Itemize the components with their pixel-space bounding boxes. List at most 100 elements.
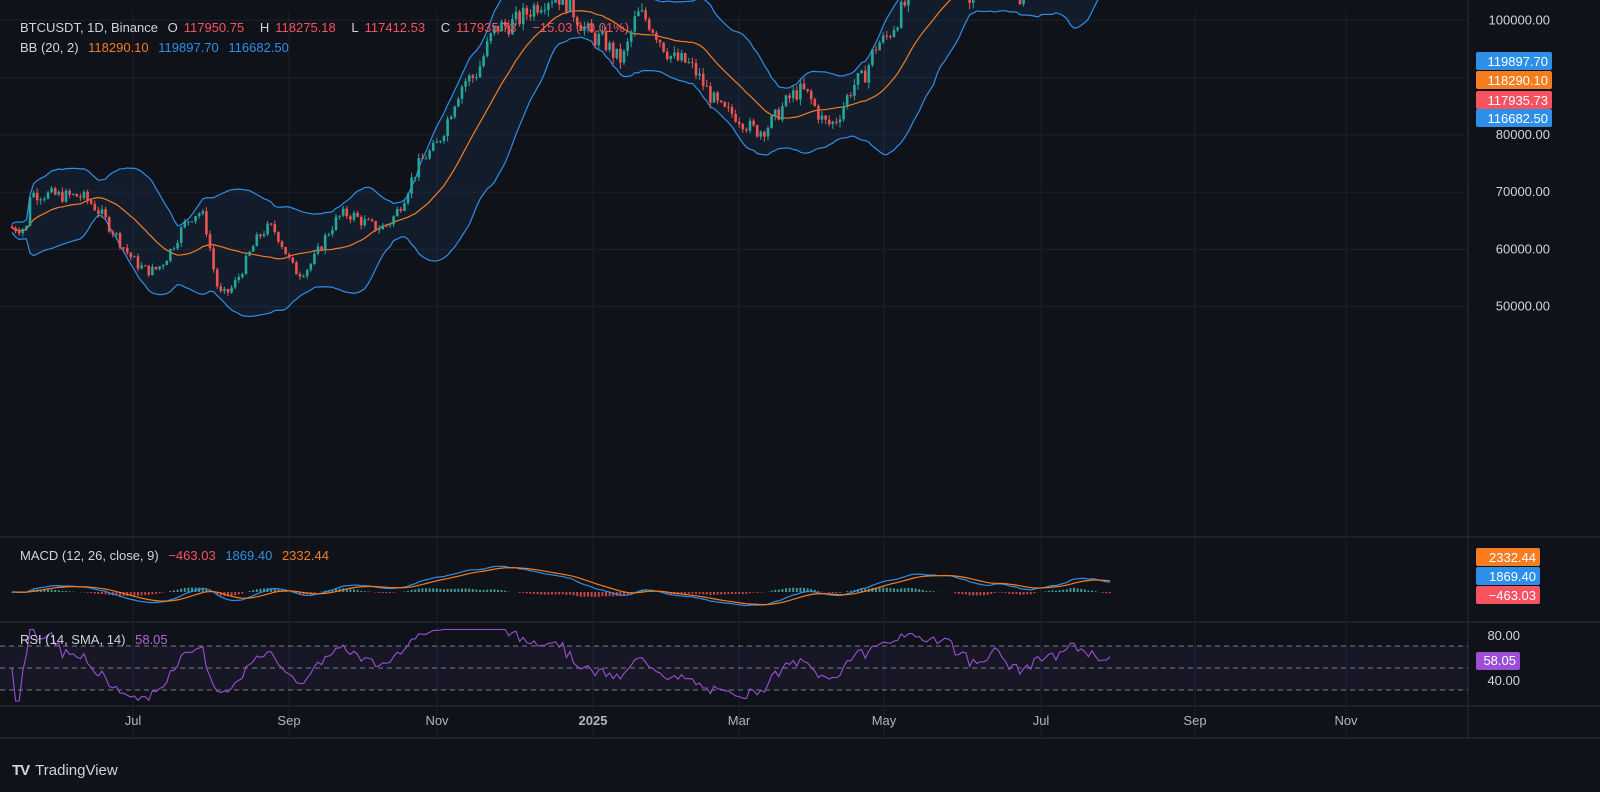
macd-hist-bar — [93, 592, 96, 594]
candle-body — [439, 140, 442, 142]
candle-body — [482, 56, 485, 67]
macd-hist-bar — [1011, 592, 1014, 594]
macd-hist-bar — [158, 592, 161, 594]
macd-hist-bar — [774, 589, 777, 592]
candle-body — [316, 246, 320, 254]
macd-hist-bar — [889, 588, 892, 592]
candle-body — [107, 217, 111, 232]
candle-body — [25, 225, 28, 230]
macd-hist-bar — [1076, 588, 1079, 592]
macd-hist-bar — [407, 590, 409, 592]
macd-hist-bar — [777, 589, 780, 592]
macd-hist-bar — [54, 589, 57, 592]
macd-hist-bar — [216, 592, 219, 595]
candle-body — [460, 86, 464, 99]
candle-body — [644, 10, 647, 20]
candle-body — [467, 75, 471, 82]
candle-body — [716, 92, 719, 101]
candle-body — [601, 31, 604, 34]
macd-hist-bar — [572, 592, 575, 596]
candle-body — [496, 25, 500, 32]
macd-hist-bar — [392, 592, 395, 593]
macd-hist-bar — [608, 592, 611, 597]
macd-hist-bar — [680, 592, 683, 594]
macd-label-box — [1476, 567, 1540, 585]
candle-body — [838, 119, 842, 123]
candle-body — [586, 23, 590, 27]
macd-hist-bar — [536, 592, 539, 595]
candle-body — [215, 269, 219, 287]
bb-header[interactable]: BB (20, 2) 118290.10 119897.70 116682.50 — [20, 40, 295, 55]
candle-body — [158, 266, 161, 270]
candle-body — [709, 86, 712, 103]
macd-hist-bar — [432, 588, 435, 592]
macd-hist-bar — [738, 592, 741, 595]
macd-hist-bar — [666, 592, 669, 594]
macd-hist-bar — [1047, 590, 1050, 592]
macd-hist-bar — [486, 589, 489, 592]
macd-header[interactable]: MACD (12, 26, close, 9) −463.03 1869.40 … — [20, 548, 335, 563]
macd-hist-bar — [1087, 590, 1090, 592]
candle-body — [421, 158, 424, 160]
macd-hist-bar — [255, 589, 258, 592]
macd-hist-bar — [335, 588, 337, 592]
candle-body — [773, 109, 777, 116]
macd-hist-bar — [219, 592, 222, 596]
macd-hist-bar — [468, 588, 471, 592]
macd-hist-bar — [479, 589, 481, 592]
candle-body — [849, 95, 853, 97]
open-label: O — [167, 20, 178, 35]
macd-hist-bar — [464, 588, 467, 592]
macd-hist-bar — [144, 592, 147, 596]
candle-body — [669, 55, 673, 60]
macd-hist-bar — [720, 592, 723, 595]
macd-hist-bar — [360, 590, 363, 592]
candle-body — [446, 119, 449, 137]
candle-body — [647, 19, 651, 30]
macd-hist-bar — [594, 592, 597, 598]
macd-hist-bar — [849, 590, 852, 592]
close-value: 117935.73 — [456, 20, 517, 35]
candle-body — [903, 1, 907, 6]
macd-hist-bar — [986, 592, 989, 595]
candle-body — [431, 142, 435, 151]
macd-hist-bar — [619, 592, 622, 597]
tradingview-logo[interactable]: TV TradingView — [12, 762, 118, 779]
candle-body — [557, 0, 561, 5]
macd-label-text: 1869.40 — [1489, 569, 1536, 584]
macd-hist-bar — [727, 592, 730, 595]
candle-body — [367, 219, 370, 221]
candle-body — [637, 11, 640, 17]
candle-body — [464, 81, 467, 87]
macd-hist-bar — [1101, 592, 1104, 593]
candle-body — [233, 280, 237, 288]
candle-body — [71, 193, 75, 195]
candle-body — [759, 131, 763, 137]
macd-hist-bar — [482, 589, 485, 592]
high-value: 118275.18 — [275, 20, 336, 35]
macd-hist-bar — [1033, 592, 1036, 594]
candle-body — [777, 109, 781, 120]
macd-hist-bar — [183, 587, 186, 592]
macd-hist-bar — [446, 588, 449, 592]
macd-hist-bar — [828, 592, 831, 593]
candle-body — [248, 251, 251, 256]
candle-body — [694, 62, 698, 76]
macd-hist-bar — [914, 588, 917, 592]
candle-body — [568, 0, 572, 13]
rsi-header[interactable]: RSI (14, SMA, 14) 58.05 — [20, 632, 174, 647]
candle-body — [118, 233, 122, 248]
macd-hist-bar — [993, 592, 996, 593]
candle-body — [633, 16, 637, 32]
macd-hist-bar — [1069, 588, 1072, 592]
macd-hist-bar — [835, 592, 838, 594]
macd-hist-bar — [957, 592, 960, 594]
macd-hist-bar — [626, 592, 629, 595]
candle-body — [356, 212, 359, 217]
macd-hist-bar — [457, 588, 460, 592]
macd-hist-bar — [137, 592, 139, 596]
symbol-label[interactable]: BTCUSDT, 1D, Binance — [20, 20, 158, 35]
macd-hist-bar — [1026, 592, 1029, 595]
candle-body — [151, 266, 154, 276]
